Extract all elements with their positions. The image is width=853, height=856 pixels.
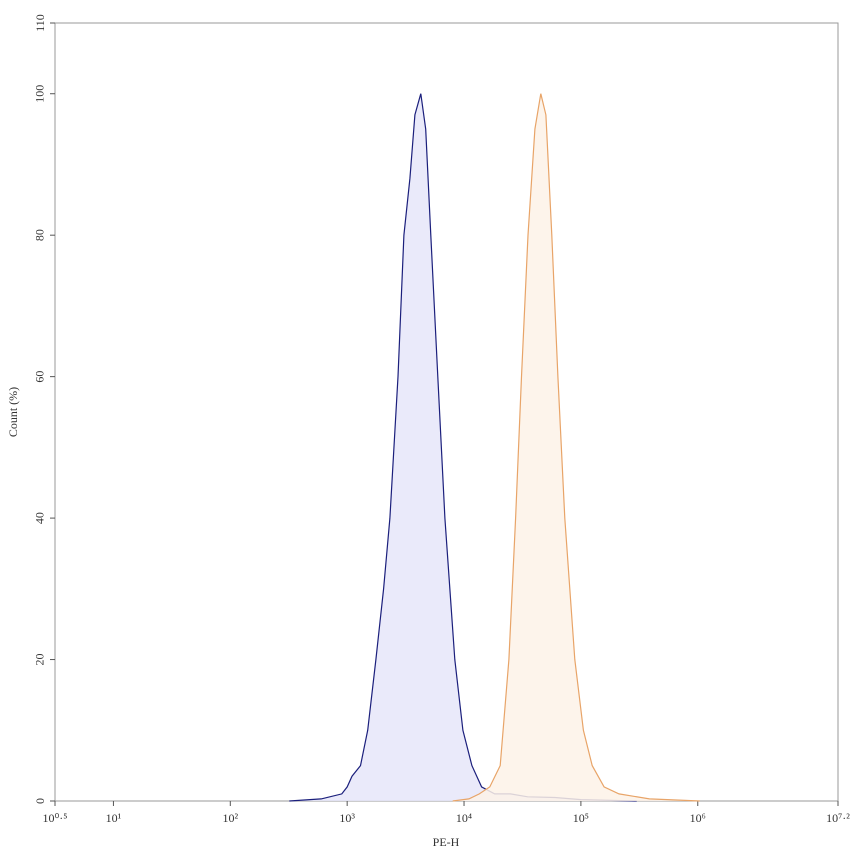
- y-tick-label: 110: [33, 14, 47, 32]
- y-tick-label: 60: [33, 371, 47, 383]
- y-tick-label: 0: [33, 798, 47, 804]
- x-tick-label: 10⁶: [690, 811, 706, 825]
- x-tick-label: 10⁰·⁵: [43, 811, 68, 825]
- series-line: [452, 93, 700, 802]
- y-tick-label: 100: [33, 85, 47, 103]
- x-axis-label: PE-H: [433, 835, 460, 849]
- y-axis-label: Count (%): [6, 387, 20, 437]
- x-tick-label: 10¹: [106, 811, 122, 825]
- area-fill: [289, 93, 637, 801]
- y-tick-label: 40: [33, 512, 47, 524]
- x-tick-label: 10³: [339, 811, 355, 825]
- x-tick-label: 10⁷·²: [826, 811, 850, 825]
- x-tick-label: 10²: [222, 811, 238, 825]
- series-line: [289, 93, 637, 802]
- x-tick-label: 10⁴: [456, 811, 472, 825]
- area-fill: [452, 93, 700, 801]
- y-tick-label: 20: [33, 654, 47, 666]
- x-tick-label: 10⁵: [573, 811, 589, 825]
- y-tick-label: 80: [33, 229, 47, 241]
